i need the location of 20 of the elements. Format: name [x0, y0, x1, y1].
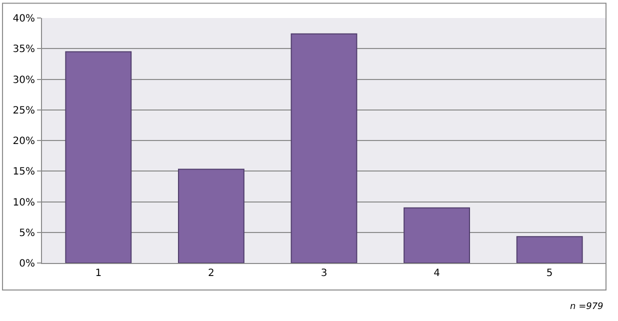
y-tick-label: 40%: [12, 14, 35, 24]
y-tick-label: 30%: [12, 74, 35, 86]
bar: [290, 33, 358, 263]
y-tick-label: 20%: [12, 136, 35, 147]
y-tick-label: 10%: [12, 197, 35, 208]
bar: [65, 51, 132, 263]
x-tick-label: 5: [546, 268, 553, 279]
x-tick-label: 2: [208, 268, 214, 279]
y-tick-label: 35%: [12, 44, 35, 56]
y-tick-label: 5%: [19, 228, 35, 239]
x-tick-label: 3: [320, 268, 328, 279]
y-tick-label: 15%: [12, 166, 35, 178]
text: n =979: [570, 302, 604, 312]
bar: [178, 168, 244, 263]
x-tick-label: 1: [95, 268, 102, 279]
y-tick-label: 0%: [19, 258, 35, 270]
bar: [516, 236, 583, 263]
y-tick-label: 25%: [12, 105, 35, 116]
bar: [404, 207, 470, 263]
x-tick-label: 4: [434, 268, 440, 279]
